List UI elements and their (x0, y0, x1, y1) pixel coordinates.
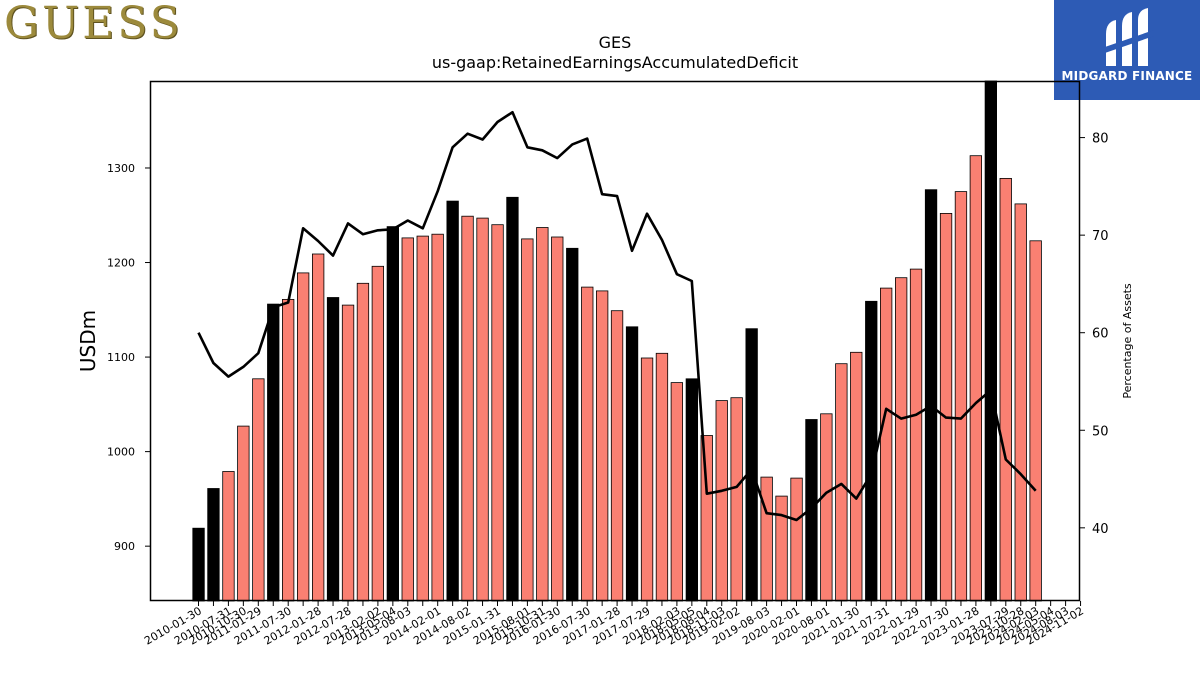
bar (267, 303, 280, 602)
bar (969, 155, 982, 602)
bar (640, 357, 654, 602)
bar (999, 177, 1012, 602)
midgard-mark-icon (1102, 8, 1154, 66)
chart-title: GES (599, 33, 632, 52)
y2-axis-label: Percentage of Assets (1121, 283, 1134, 399)
percentage-line (197, 110, 1037, 522)
plot-frame (149, 80, 1081, 602)
bar (431, 233, 444, 602)
bar (670, 382, 683, 602)
bar (820, 413, 833, 602)
bar (461, 215, 474, 602)
bar (895, 277, 908, 602)
y-tick-label: 1000 (107, 446, 135, 459)
bar (596, 290, 609, 602)
bar (386, 226, 400, 602)
bar (939, 212, 953, 602)
bar (356, 282, 370, 602)
y2-tick-label: 60 (1092, 327, 1109, 342)
bar (521, 238, 534, 602)
right-axis-ticks: 40 50 60 70 80 (1080, 132, 1109, 537)
bar (625, 326, 639, 602)
bar (446, 200, 459, 602)
bar (745, 328, 758, 602)
bar (909, 268, 923, 602)
bar (700, 435, 713, 602)
bar (311, 253, 325, 602)
bar (207, 488, 220, 602)
bar (491, 224, 504, 602)
x-axis-ticks: 2010-01-302010-07-312010-10-302011-01-29… (142, 601, 1086, 648)
bar (790, 477, 803, 602)
bar (954, 191, 968, 602)
bar (655, 352, 669, 602)
bar (581, 286, 594, 602)
bar (237, 425, 250, 602)
y-tick-label: 900 (114, 540, 135, 553)
bar (341, 304, 355, 602)
chart-subtitle: us-gaap:RetainedEarningsAccumulatedDefic… (432, 53, 798, 72)
bar (401, 237, 414, 602)
bar (551, 236, 564, 602)
bar (924, 189, 938, 602)
bar (850, 351, 863, 602)
bar (476, 217, 489, 602)
y-axis-label: USDm (76, 310, 100, 372)
bar (984, 80, 997, 602)
bar (326, 297, 340, 602)
bar (760, 476, 773, 602)
y-tick-label: 1100 (107, 351, 135, 364)
midgard-finance-logo: MIDGARD FINANCE (1054, 0, 1200, 100)
midgard-finance-wordmark: MIDGARD FINANCE (1061, 69, 1193, 83)
bar (281, 298, 295, 602)
bar (775, 495, 788, 602)
y-tick-label: 1200 (107, 257, 135, 270)
bar (536, 227, 549, 602)
bar (685, 378, 698, 602)
bar (296, 272, 310, 602)
bar (252, 378, 265, 602)
y2-tick-label: 70 (1092, 229, 1109, 244)
bar (730, 397, 743, 602)
bar-series (192, 80, 1042, 602)
y2-tick-label: 50 (1092, 424, 1109, 439)
bar (506, 196, 519, 602)
bar (1014, 203, 1027, 602)
bar (371, 265, 385, 602)
bar (566, 247, 579, 602)
y2-tick-label: 40 (1092, 522, 1109, 537)
bar (715, 400, 728, 602)
bar (222, 471, 235, 602)
bar (835, 363, 848, 602)
bar (880, 287, 893, 602)
bar (192, 527, 205, 602)
bar (416, 235, 429, 602)
bar (610, 310, 624, 602)
y-tick-label: 1300 (107, 162, 135, 175)
guess-logo: GUESS (4, 0, 183, 49)
y2-tick-label: 80 (1092, 132, 1109, 147)
left-axis-ticks: 900 1000 1100 1200 1300 (107, 162, 150, 553)
bar (1029, 240, 1042, 602)
